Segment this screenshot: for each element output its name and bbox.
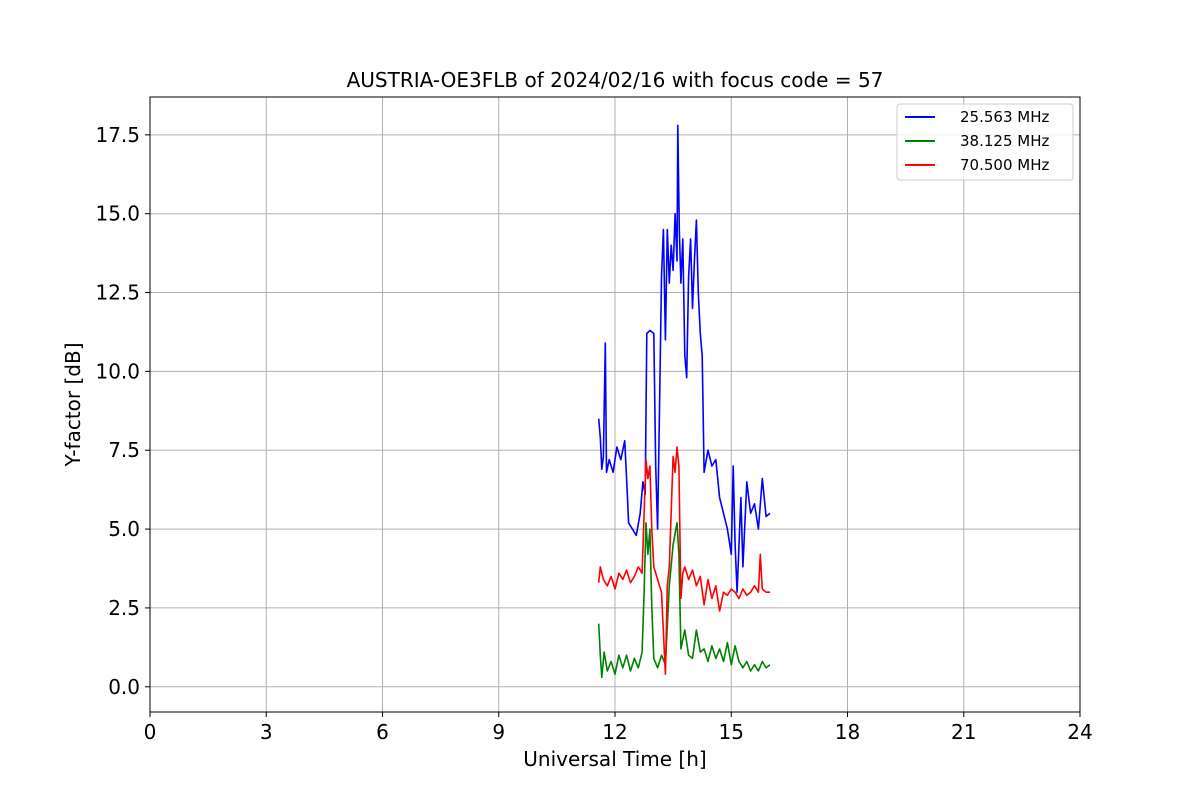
y-tick-label: 5.0 (108, 517, 140, 541)
legend-label: 70.500 MHz (960, 156, 1049, 174)
x-tick-label: 12 (602, 720, 627, 744)
x-tick-label: 21 (951, 720, 976, 744)
x-axis-label: Universal Time [h] (523, 747, 706, 771)
legend-label: 38.125 MHz (960, 132, 1049, 150)
x-tick-label: 18 (835, 720, 860, 744)
x-tick-label: 9 (492, 720, 505, 744)
y-tick-label: 0.0 (108, 675, 140, 699)
y-tick-label: 12.5 (95, 281, 140, 305)
series-lines (597, 124, 771, 679)
x-tick-label: 3 (260, 720, 273, 744)
series-line-3 (597, 446, 770, 675)
x-tick-label: 6 (376, 720, 389, 744)
y-tick-label: 10.0 (95, 359, 140, 383)
chart-title: AUSTRIA-OE3FLB of 2024/02/16 with focus … (347, 68, 884, 92)
y-tick-label: 2.5 (108, 596, 140, 620)
y-axis-label: Y-factor [dB] (61, 342, 85, 467)
x-tick-label: 24 (1067, 720, 1092, 744)
legend: 25.563 MHz 38.125 MHz 70.500 MHz (896, 103, 1074, 181)
series-line-2 (597, 522, 771, 679)
x-tick-label: 0 (144, 720, 157, 744)
series-line-1 (597, 124, 771, 593)
y-tick-label: 7.5 (108, 438, 140, 462)
legend-box (896, 103, 1074, 181)
axis-ticks: 0 3 6 9 12 15 18 21 24 0.0 2.5 5.0 7.5 10.0 12.5 15.0 17… (95, 123, 1092, 744)
y-tick-label: 17.5 (95, 123, 140, 147)
legend-label: 25.563 MHz (960, 108, 1049, 126)
y-tick-label: 15.0 (95, 202, 140, 226)
x-tick-label: 15 (719, 720, 744, 744)
